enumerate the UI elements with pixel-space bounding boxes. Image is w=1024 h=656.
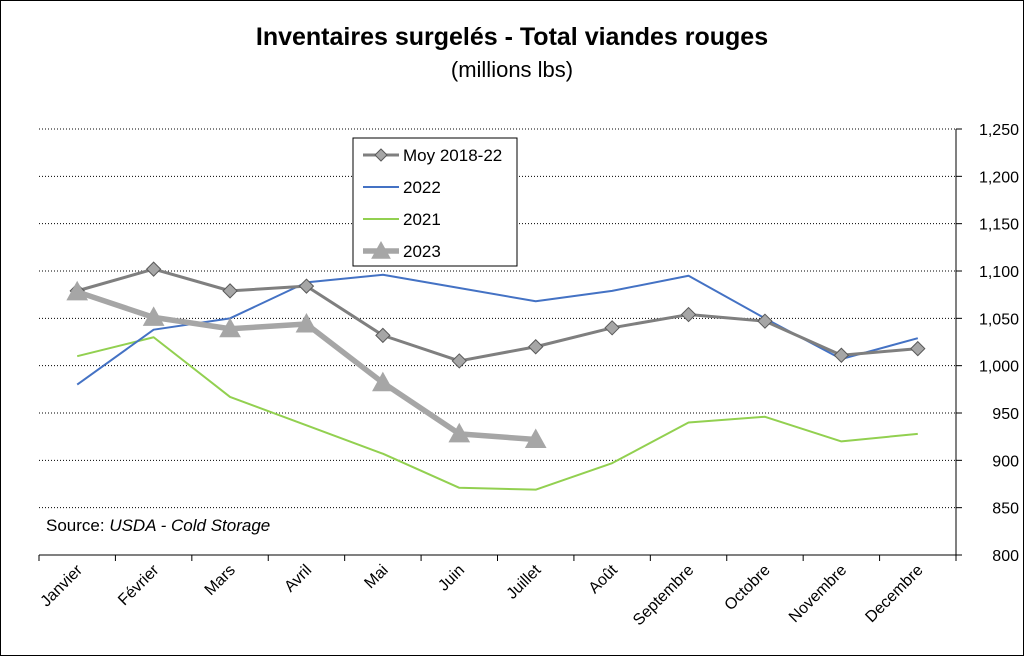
data-point-triangle	[524, 428, 547, 449]
x-tick-label: Janvier	[38, 561, 87, 610]
data-point-triangle	[372, 371, 394, 392]
axes: 800 850 900 950 1,000 1,050 1,100 1,150 1,200 1,2…	[38, 122, 1020, 629]
x-tick-label: Mars	[202, 562, 239, 599]
y-tick-label: 1,050	[979, 311, 1019, 328]
data-point-diamond	[451, 353, 467, 369]
x-tick-label: Mai	[361, 562, 391, 592]
legend-label: Moy 2018-22	[403, 146, 502, 165]
x-tick-label: Juillet	[504, 561, 545, 602]
legend: Moy 2018-22 2022 2021 2023	[352, 137, 518, 267]
x-tick-label: Avril	[281, 562, 315, 596]
x-tick-label: Octobre	[722, 562, 774, 614]
chart-subtitle: (millions lbs)	[450, 57, 574, 82]
data-point-diamond	[833, 347, 850, 363]
data-point-diamond	[298, 278, 315, 294]
chart-title: Inventaires surgelés - Total viandes rou…	[255, 23, 769, 51]
legend-label: 2022	[403, 178, 441, 197]
data-point-triangle	[142, 306, 165, 326]
series-2023	[66, 280, 547, 449]
legend-label: 2021	[403, 210, 441, 229]
y-tick-label: 1,100	[979, 264, 1019, 281]
data-point-triangle	[448, 422, 471, 443]
data-point-diamond	[528, 339, 544, 355]
data-point-triangle	[295, 312, 318, 333]
x-tick-label: Février	[115, 561, 163, 609]
x-tick-label: Novembre	[786, 562, 850, 626]
y-tick-label: 1,000	[979, 359, 1019, 376]
data-point-diamond	[604, 320, 620, 336]
series-line	[76, 336, 918, 491]
y-tick-label: 1,200	[979, 169, 1019, 186]
series-2022	[76, 273, 919, 386]
x-tick-label: Août	[586, 561, 622, 597]
legend-entry: 2022	[363, 178, 441, 197]
legend-label: 2023	[403, 242, 441, 261]
series-line	[76, 273, 919, 386]
y-tick-label: 900	[992, 453, 1019, 470]
legend-entry: Moy 2018-22	[363, 146, 502, 165]
legend-entry: 2023	[363, 240, 441, 261]
data-point-diamond	[375, 327, 391, 344]
data-point-diamond	[145, 261, 162, 277]
x-tick-label: Septembre	[630, 562, 697, 629]
data-point-triangle	[371, 240, 391, 259]
source-note: Source: USDA - Cold Storage	[46, 516, 270, 535]
data-point-diamond	[374, 148, 388, 162]
source-italic: USDA - Cold Storage	[109, 516, 270, 535]
y-tick-label: 1,150	[979, 217, 1019, 234]
data-point-triangle	[66, 280, 89, 301]
y-tick-label: 850	[992, 501, 1019, 518]
y-tick-label: 950	[992, 406, 1019, 423]
y-tick-label: 800	[992, 548, 1019, 565]
data-point-diamond	[680, 306, 697, 323]
y-tick-label: 1,250	[979, 122, 1019, 139]
data-point-triangle	[219, 317, 241, 338]
x-tick-label: Juin	[435, 562, 468, 595]
data-point-diamond	[757, 313, 773, 329]
source-prefix: Source:	[46, 516, 109, 535]
data-point-diamond	[222, 283, 238, 299]
x-tick-label: Decembre	[862, 562, 926, 626]
series-line	[76, 267, 918, 363]
data-point-diamond	[910, 340, 926, 357]
series-lines	[66, 261, 926, 491]
legend-entry: 2021	[363, 210, 441, 229]
series-moy-2018-22	[69, 261, 926, 369]
series-2021	[76, 336, 918, 491]
